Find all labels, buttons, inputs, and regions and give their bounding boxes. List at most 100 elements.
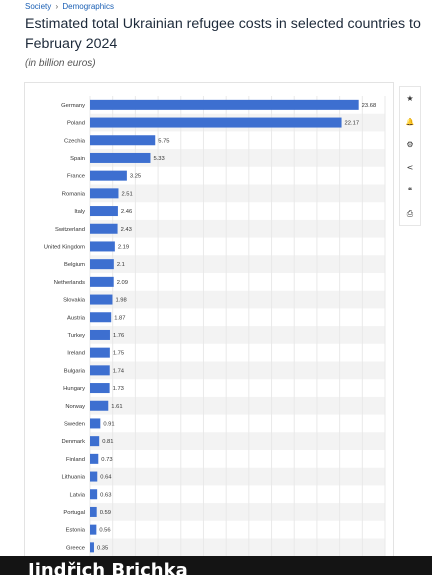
bar	[90, 188, 119, 199]
row-band	[90, 432, 385, 450]
category-label: Switzerland	[55, 227, 85, 233]
row-band	[90, 467, 385, 486]
category-label: Turkey	[67, 333, 85, 339]
row-band	[90, 255, 385, 273]
bottom-banner: Jindřich Brichka	[0, 556, 432, 575]
bar	[90, 206, 118, 217]
category-label: Estonia	[66, 528, 86, 534]
category-label: Greece	[66, 545, 85, 551]
star-icon[interactable]: ★	[406, 94, 414, 103]
data-label: 5.75	[158, 138, 169, 144]
breadcrumb-item-society[interactable]: Society	[25, 2, 52, 11]
category-label: France	[67, 174, 85, 180]
page-title: Estimated total Ukrainian refugee costs …	[25, 16, 421, 52]
data-label: 2.09	[117, 280, 128, 286]
bar	[90, 524, 97, 535]
category-label: Portugal	[63, 510, 85, 516]
row-band	[90, 396, 385, 415]
bar	[90, 347, 110, 358]
data-label: 1.75	[113, 351, 124, 357]
data-label: 3.25	[130, 174, 141, 180]
category-label: Austria	[67, 315, 86, 321]
data-label: 0.56	[99, 528, 110, 534]
category-label: Norway	[65, 404, 85, 410]
category-label: Czechia	[64, 138, 86, 144]
bar	[90, 453, 99, 464]
bar	[90, 276, 114, 287]
data-label: 2.43	[121, 227, 132, 233]
bar	[90, 312, 112, 323]
bar	[90, 241, 115, 252]
category-label: Denmark	[61, 439, 85, 445]
bottom-banner-text: Jindřich Brichka	[28, 560, 188, 575]
bar-chart: Germany 23.68 Poland 22.17 Czechia 5.75 Spain 5…	[44, 96, 386, 557]
data-label: 2.19	[118, 244, 129, 250]
bar	[90, 99, 359, 110]
category-label: Bulgaria	[64, 368, 86, 374]
bar	[90, 259, 114, 270]
bar	[90, 135, 156, 146]
data-label: 0.81	[102, 439, 113, 445]
bar	[90, 542, 94, 553]
bar	[90, 329, 110, 340]
row-band	[90, 361, 385, 380]
quote-icon[interactable]: ❝	[407, 186, 413, 195]
category-label: Spain	[70, 156, 85, 162]
category-label: Finland	[66, 457, 85, 463]
category-label: Netherlands	[54, 280, 85, 286]
category-label: Poland	[67, 121, 85, 127]
data-label: 0.35	[97, 545, 108, 551]
row-band	[90, 326, 385, 344]
data-label: 2.46	[121, 209, 132, 215]
category-label: Sweden	[64, 421, 85, 427]
data-label: 0.73	[101, 457, 112, 463]
data-label: 1.61	[111, 404, 122, 410]
bar	[90, 152, 151, 163]
bar	[90, 223, 118, 234]
category-label: United Kingdom	[44, 244, 85, 250]
category-label: Germany	[61, 103, 85, 109]
bar	[90, 117, 342, 128]
category-label: Italy	[74, 209, 85, 215]
data-label: 0.59	[100, 510, 111, 516]
bar	[90, 383, 110, 394]
bar	[90, 471, 98, 482]
category-label: Slovakia	[63, 298, 86, 304]
bar	[90, 170, 127, 181]
data-label: 1.87	[114, 315, 125, 321]
print-icon[interactable]: ⎙	[406, 209, 414, 218]
category-label: Romania	[62, 191, 86, 197]
bar	[90, 418, 101, 429]
bar	[90, 506, 97, 517]
data-label: 2.1	[117, 262, 125, 268]
breadcrumb-separator: ›	[55, 2, 59, 11]
breadcrumb-item-demographics[interactable]: Demographics	[62, 2, 114, 11]
data-label: 23.68	[362, 103, 377, 109]
data-label: 0.64	[100, 475, 112, 481]
bell-icon[interactable]: 🔔	[405, 118, 415, 126]
breadcrumb: Society › Demographics	[25, 2, 114, 11]
row-band	[90, 219, 385, 238]
data-label: 0.63	[100, 492, 111, 498]
data-label: 1.73	[113, 386, 124, 392]
data-label: 22.17	[345, 121, 360, 127]
row-band	[90, 290, 385, 309]
row-band	[90, 149, 385, 167]
data-label: 0.91	[103, 421, 114, 427]
category-label: Lithuania	[61, 475, 85, 481]
row-band	[90, 538, 385, 557]
category-label: Latvia	[70, 492, 86, 498]
bar	[90, 436, 100, 447]
chart-subtitle: (in billion euros)	[25, 58, 96, 69]
chart-toolbar: ★ 🔔 ⚙ < ❝ ⎙	[399, 86, 421, 226]
data-label: 2.51	[121, 191, 132, 197]
data-label: 1.76	[113, 333, 124, 339]
gear-icon[interactable]: ⚙	[406, 140, 414, 149]
row-band	[90, 503, 385, 521]
share-icon[interactable]: <	[406, 163, 414, 172]
data-label: 1.74	[113, 368, 125, 374]
row-band	[90, 184, 385, 203]
chart-card: Germany 23.68 Poland 22.17 Czechia 5.75 Spain 5…	[24, 82, 394, 562]
data-label: 5.33	[153, 156, 164, 162]
